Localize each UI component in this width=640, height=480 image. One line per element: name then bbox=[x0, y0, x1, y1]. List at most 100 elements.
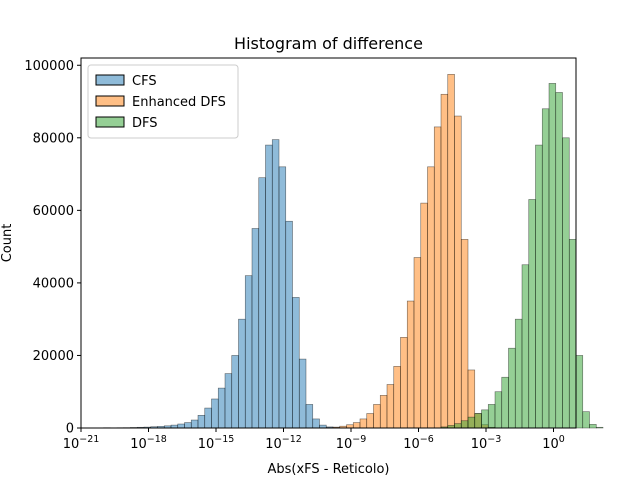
bar-dfs-5 bbox=[474, 413, 482, 429]
x-tick-base: 10 bbox=[471, 437, 488, 452]
bar-cfs-13 bbox=[190, 419, 199, 429]
bar-cfs-19 bbox=[231, 355, 239, 429]
legend-swatch-cfs bbox=[95, 74, 125, 86]
bar-dfs-6 bbox=[481, 409, 489, 429]
x-tick-base: 10 bbox=[542, 437, 559, 452]
x-axis: 10−21 10−18 10−15 10−12 10−9 10−6 10−3 100 bbox=[63, 428, 565, 452]
bar-enhanced-dfs-13 bbox=[413, 257, 422, 429]
x-tick-label: 10−18 bbox=[130, 434, 167, 452]
x-tick-power: −12 bbox=[282, 434, 302, 445]
x-tick-power: −9 bbox=[352, 434, 366, 445]
bar-dfs-4 bbox=[467, 416, 476, 429]
bar-dfs-15 bbox=[541, 108, 550, 429]
x-tick-base: 10 bbox=[403, 437, 420, 452]
x-tick-power: −21 bbox=[79, 434, 99, 445]
y-axis: 0 20000 40000 60000 80000 100000 bbox=[24, 59, 81, 437]
bar-cfs-25 bbox=[271, 139, 280, 429]
x-tick-base: 10 bbox=[63, 437, 80, 452]
bar-cfs-17 bbox=[217, 387, 226, 429]
bar-cfs-18 bbox=[224, 373, 233, 429]
x-tick-power: −6 bbox=[420, 434, 434, 445]
legend-swatch-enhanced-dfs bbox=[95, 95, 125, 107]
x-tick-power: −3 bbox=[487, 434, 501, 445]
x-tick-label: 10−6 bbox=[403, 434, 434, 452]
bar-dfs-8 bbox=[494, 391, 503, 429]
bar-cfs-20 bbox=[238, 318, 246, 429]
y-tick-label: 100000 bbox=[24, 59, 74, 74]
bar-dfs-22 bbox=[589, 424, 597, 429]
x-tick-label: 100 bbox=[542, 434, 565, 452]
bar-enhanced-dfs-10 bbox=[393, 366, 401, 429]
x-tick-power: −18 bbox=[147, 434, 167, 445]
bar-dfs-7 bbox=[487, 404, 496, 429]
bar-dfs-16 bbox=[548, 83, 557, 429]
bar-dfs-12 bbox=[521, 264, 530, 429]
x-tick-power: 0 bbox=[559, 434, 565, 445]
x-axis-label: Abs(xFS - Reticolo) bbox=[267, 462, 389, 477]
y-tick-label: 20000 bbox=[33, 349, 74, 364]
bar-enhanced-dfs-12 bbox=[406, 300, 415, 429]
bar-dfs-13 bbox=[528, 199, 536, 429]
bar-cfs-31 bbox=[312, 418, 320, 429]
x-tick-base: 10 bbox=[336, 437, 353, 452]
bar-dfs-19 bbox=[568, 239, 577, 429]
legend: CFS Enhanced DFS DFS bbox=[87, 64, 239, 139]
bar-enhanced-dfs-7 bbox=[373, 404, 381, 429]
bar-cfs-11 bbox=[177, 423, 185, 429]
bar-cfs-26 bbox=[278, 166, 287, 429]
y-tick-label: 80000 bbox=[33, 131, 74, 146]
bar-enhanced-dfs-20 bbox=[460, 239, 469, 429]
y-tick-label: 40000 bbox=[33, 276, 74, 291]
bar-enhanced-dfs-8 bbox=[379, 395, 388, 429]
bar-enhanced-dfs-15 bbox=[427, 166, 435, 429]
legend-label: Enhanced DFS bbox=[132, 95, 226, 110]
bar-dfs-9 bbox=[501, 376, 509, 429]
bar-dfs-2 bbox=[454, 423, 462, 429]
bar-dfs-11 bbox=[514, 318, 523, 429]
bar-cfs-27 bbox=[285, 220, 293, 429]
bar-enhanced-dfs-14 bbox=[420, 202, 428, 429]
bar-cfs-12 bbox=[184, 422, 192, 429]
legend-box bbox=[87, 64, 239, 139]
bar-dfs-3 bbox=[460, 420, 469, 429]
legend-label: CFS bbox=[132, 74, 157, 89]
x-tick-label: 10−12 bbox=[265, 434, 302, 452]
bar-enhanced-dfs-6 bbox=[366, 413, 374, 429]
bar-cfs-21 bbox=[244, 275, 253, 429]
plot-frame bbox=[80, 57, 577, 429]
x-tick-base: 10 bbox=[265, 437, 282, 452]
x-tick-power: −15 bbox=[214, 434, 234, 445]
bar-dfs-18 bbox=[562, 137, 570, 429]
bar-enhanced-dfs-11 bbox=[400, 337, 408, 429]
bar-dfs-23 bbox=[595, 426, 604, 429]
bar-cfs-24 bbox=[265, 144, 273, 429]
x-tick-label: 10−15 bbox=[198, 434, 235, 452]
bar-cfs-28 bbox=[292, 297, 300, 429]
x-tick-label: 10−21 bbox=[63, 434, 100, 452]
legend-swatch-dfs bbox=[95, 116, 125, 128]
bar-cfs-14 bbox=[197, 414, 206, 429]
x-tick-label: 10−9 bbox=[336, 434, 367, 452]
bar-enhanced-dfs-17 bbox=[440, 93, 449, 429]
bar-cfs-15 bbox=[204, 407, 212, 429]
x-tick-base: 10 bbox=[198, 437, 215, 452]
bar-cfs-22 bbox=[251, 228, 260, 429]
bar-enhanced-dfs-19 bbox=[454, 115, 462, 429]
bar-cfs-29 bbox=[298, 358, 307, 429]
bar-enhanced-dfs-9 bbox=[386, 384, 395, 429]
bar-dfs-20 bbox=[575, 355, 584, 429]
y-tick-label: 60000 bbox=[33, 204, 74, 219]
bar-cfs-30 bbox=[305, 404, 314, 429]
bar-dfs-17 bbox=[555, 92, 563, 429]
bar-enhanced-dfs-16 bbox=[433, 126, 442, 429]
bar-cfs-16 bbox=[211, 398, 219, 429]
x-tick-label: 10−3 bbox=[471, 434, 502, 452]
y-tick-label: 0 bbox=[66, 422, 74, 437]
bar-dfs-14 bbox=[535, 144, 543, 429]
bar-enhanced-dfs-5 bbox=[359, 418, 368, 429]
bar-dfs-10 bbox=[508, 347, 516, 429]
bar-cfs-23 bbox=[258, 177, 266, 429]
chart-title: Histogram of difference bbox=[234, 34, 423, 53]
bar-enhanced-dfs-4 bbox=[352, 422, 361, 429]
